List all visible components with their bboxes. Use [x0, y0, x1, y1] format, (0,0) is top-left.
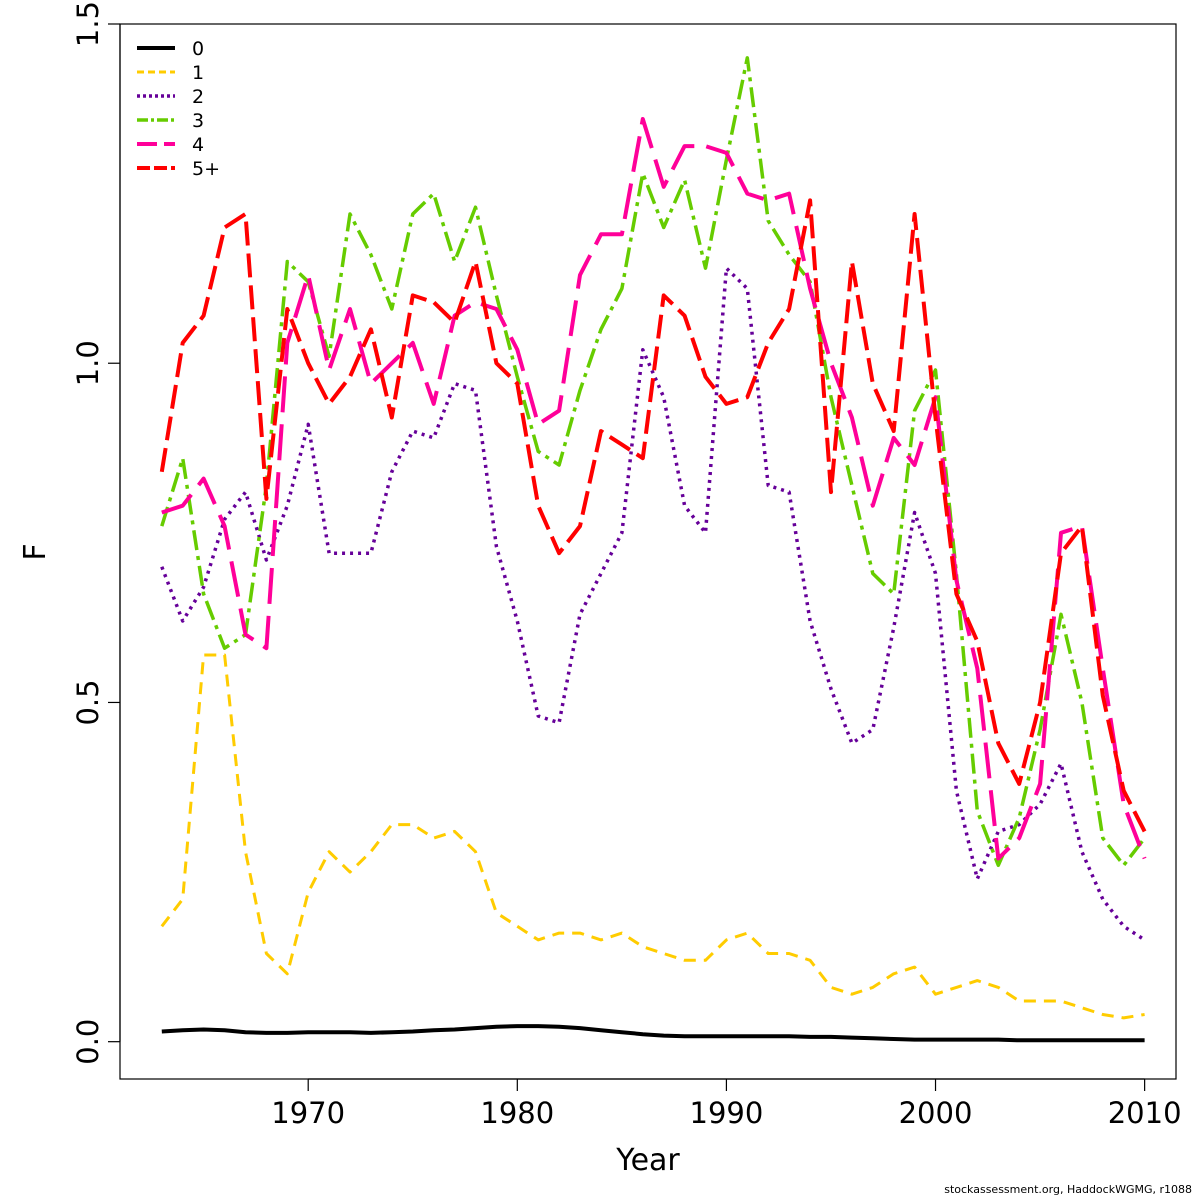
- x-axis-title: Year: [615, 1143, 680, 1178]
- legend-label: 1: [192, 62, 204, 84]
- y-tick-label: 1.0: [71, 340, 105, 386]
- x-tick-label: 2000: [899, 1096, 973, 1130]
- y-tick-label: 0.0: [71, 1019, 105, 1065]
- x-axis: 1970 1980 1990 2000 2010: [271, 1078, 1182, 1130]
- series-line-1: [160, 653, 1145, 1020]
- plot-frame: [119, 23, 1177, 1080]
- legend-label: 2: [192, 86, 204, 108]
- y-tick-label: 1.5: [71, 1, 105, 47]
- x-tick-label: 1980: [480, 1096, 554, 1130]
- y-axis-title: F: [18, 543, 53, 560]
- x-tick-label: 1990: [690, 1096, 764, 1130]
- y-tick-label: 0.5: [71, 679, 105, 725]
- series-layer: [159, 56, 1147, 1043]
- series-line-4: [161, 117, 1147, 861]
- x-tick-label: 1970: [271, 1096, 345, 1130]
- series-line-5plus: [159, 198, 1147, 833]
- legend-label: 0: [192, 38, 204, 60]
- y-axis: 0.0 0.5 1.0 1.5: [71, 1, 121, 1065]
- series-line-0: [161, 1024, 1145, 1043]
- legend-label: 3: [192, 110, 204, 132]
- legend-label: 5+: [192, 158, 220, 180]
- x-tick-label: 2010: [1108, 1096, 1182, 1130]
- series-line-2: [160, 266, 1146, 942]
- series-line-3: [160, 56, 1146, 868]
- credit-text: stockassessment.org, HaddockWGMG, r1088: [944, 1183, 1192, 1196]
- legend-label: 4: [192, 134, 204, 156]
